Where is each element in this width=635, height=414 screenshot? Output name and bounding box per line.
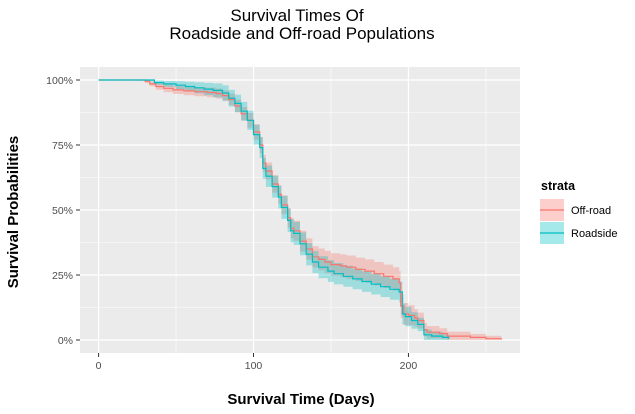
y-axis-title: Survival Probabilities bbox=[5, 136, 22, 289]
y-tick-label: 0% bbox=[58, 335, 73, 347]
x-tick-label: 100 bbox=[245, 360, 263, 372]
x-axis-title: Survival Time (Days) bbox=[227, 391, 374, 408]
legend-title: strata bbox=[541, 179, 576, 193]
confidence-band-roadside bbox=[98, 80, 449, 340]
confidence-bands bbox=[98, 80, 502, 340]
y-tick-label: 75% bbox=[52, 140, 73, 152]
chart-title-line-1: Survival Times Of bbox=[230, 6, 363, 25]
legend-label-roadside: Roadside bbox=[571, 228, 617, 240]
y-tick-label: 50% bbox=[52, 205, 73, 217]
legend: strata Off-road Roadside bbox=[540, 179, 617, 244]
x-tick-label: 0 bbox=[96, 360, 102, 372]
x-axis-ticks: 0 100 200 bbox=[96, 353, 418, 372]
major-gridlines bbox=[80, 67, 520, 353]
survival-line-roadside bbox=[98, 79, 450, 339]
y-tick-label: 25% bbox=[52, 270, 73, 282]
confidence-band-off-road bbox=[98, 80, 502, 340]
chart-title-line-2: Roadside and Off-road Populations bbox=[169, 24, 434, 43]
y-axis-ticks: 0% 25% 50% 75% 100% bbox=[46, 75, 80, 347]
x-tick-label: 200 bbox=[400, 360, 418, 372]
y-tick-label: 100% bbox=[46, 75, 73, 87]
survival-curves bbox=[98, 79, 502, 340]
legend-label-off-road: Off-road bbox=[571, 205, 611, 217]
